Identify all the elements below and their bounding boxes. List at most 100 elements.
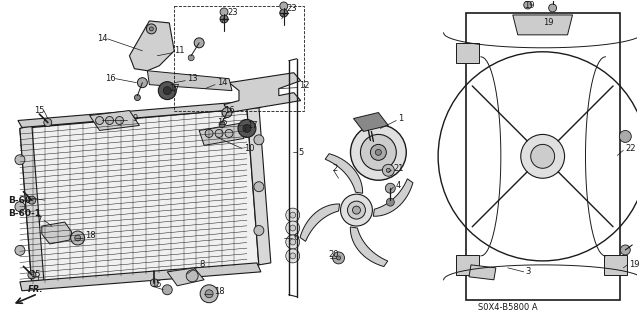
Polygon shape	[167, 268, 204, 286]
Text: 19: 19	[524, 2, 534, 11]
Polygon shape	[129, 21, 174, 71]
Text: 19: 19	[543, 19, 553, 27]
Circle shape	[44, 118, 52, 126]
Text: 2: 2	[333, 164, 338, 173]
Circle shape	[286, 221, 300, 235]
Circle shape	[382, 164, 394, 176]
Text: 7: 7	[36, 216, 41, 225]
Polygon shape	[20, 108, 259, 285]
Text: B-60: B-60	[8, 196, 31, 205]
Circle shape	[387, 198, 394, 206]
Circle shape	[205, 130, 213, 137]
Text: 21: 21	[394, 164, 404, 173]
Text: 11: 11	[174, 46, 185, 55]
Polygon shape	[373, 179, 413, 216]
Text: 1: 1	[398, 114, 404, 123]
Circle shape	[286, 208, 300, 222]
Polygon shape	[300, 204, 340, 241]
Text: 15: 15	[30, 270, 40, 279]
Circle shape	[75, 235, 81, 241]
Circle shape	[353, 206, 360, 214]
Text: 3: 3	[525, 267, 531, 276]
Circle shape	[138, 78, 147, 88]
Polygon shape	[147, 71, 232, 91]
Polygon shape	[353, 113, 388, 131]
Text: 14: 14	[217, 78, 228, 87]
Circle shape	[280, 2, 288, 10]
Circle shape	[286, 249, 300, 263]
Circle shape	[254, 226, 264, 235]
Circle shape	[280, 9, 288, 17]
Circle shape	[220, 8, 228, 16]
Circle shape	[215, 130, 223, 137]
Circle shape	[254, 135, 264, 145]
Circle shape	[620, 130, 631, 142]
Circle shape	[158, 82, 176, 100]
Circle shape	[521, 134, 564, 178]
Circle shape	[548, 4, 557, 12]
Text: 4: 4	[396, 181, 401, 190]
Circle shape	[348, 201, 365, 219]
Circle shape	[225, 130, 233, 137]
Circle shape	[188, 55, 194, 61]
Circle shape	[387, 168, 390, 172]
Polygon shape	[20, 125, 44, 285]
Bar	[466, 13, 620, 300]
Text: 17: 17	[169, 84, 180, 93]
Text: 23: 23	[227, 9, 237, 18]
Text: 20: 20	[328, 250, 339, 259]
Circle shape	[194, 38, 204, 48]
Circle shape	[134, 95, 140, 100]
Circle shape	[531, 145, 555, 168]
Circle shape	[219, 122, 225, 128]
Text: 10: 10	[244, 144, 255, 153]
Polygon shape	[20, 263, 261, 291]
Circle shape	[149, 27, 154, 31]
Circle shape	[290, 253, 296, 259]
Polygon shape	[42, 222, 72, 244]
Text: S0X4-B5800 A: S0X4-B5800 A	[478, 303, 538, 312]
Circle shape	[351, 124, 406, 180]
Text: 15: 15	[151, 280, 162, 289]
Circle shape	[186, 270, 198, 282]
Circle shape	[290, 239, 296, 245]
Circle shape	[200, 285, 218, 303]
Text: 22: 22	[625, 144, 636, 153]
Text: B-60-1: B-60-1	[8, 209, 41, 218]
Circle shape	[238, 120, 256, 137]
Polygon shape	[513, 15, 573, 35]
Circle shape	[220, 15, 228, 23]
Circle shape	[147, 24, 156, 34]
Circle shape	[15, 245, 25, 256]
Text: 17: 17	[247, 121, 257, 130]
Circle shape	[340, 194, 372, 226]
Polygon shape	[18, 100, 261, 128]
Text: 9: 9	[132, 114, 138, 123]
Circle shape	[337, 256, 340, 260]
Text: 18: 18	[214, 287, 225, 296]
Text: 8: 8	[199, 260, 205, 269]
Circle shape	[15, 202, 25, 211]
Bar	[174, 6, 304, 111]
Text: 16: 16	[106, 74, 116, 83]
Circle shape	[371, 145, 387, 160]
Text: 23: 23	[287, 4, 298, 13]
Polygon shape	[224, 73, 301, 113]
Polygon shape	[199, 123, 244, 145]
Circle shape	[222, 108, 232, 117]
Circle shape	[360, 134, 396, 170]
Circle shape	[524, 1, 532, 9]
Text: 5: 5	[299, 148, 304, 157]
Circle shape	[95, 116, 104, 124]
Circle shape	[163, 285, 172, 295]
Circle shape	[28, 196, 36, 204]
Text: 14: 14	[97, 34, 108, 43]
Polygon shape	[469, 265, 496, 280]
Polygon shape	[325, 154, 363, 193]
Circle shape	[254, 182, 264, 192]
Polygon shape	[456, 43, 479, 63]
Text: 15: 15	[34, 106, 44, 115]
Circle shape	[376, 149, 381, 155]
Text: 16: 16	[224, 106, 235, 115]
Text: 19: 19	[629, 260, 640, 269]
